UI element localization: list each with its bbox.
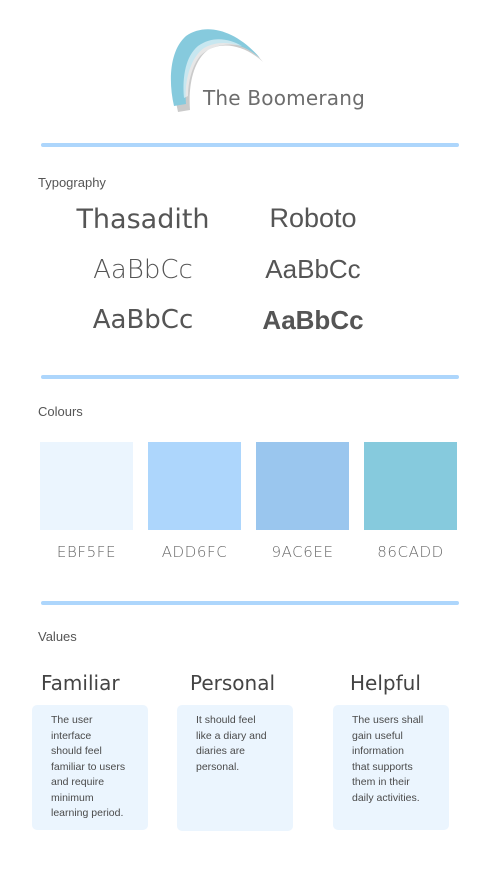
font-sample-roboto-bold: AaBbCc: [262, 305, 364, 335]
font-sample-row: AaBbCc: [73, 305, 213, 335]
font-sample-row: AaBbCc: [243, 254, 383, 285]
card-line: daily activities.: [352, 791, 420, 804]
card-line: The users shall: [352, 714, 424, 726]
font-sample-row: AaBbCc: [73, 255, 213, 285]
colour-swatch: [148, 442, 241, 530]
boomerang-icon: [170, 29, 263, 112]
font-column-roboto: Roboto: [243, 203, 383, 234]
colour-swatch: [256, 442, 349, 530]
card-line: diaries are: [196, 745, 246, 757]
colour-hex-label: ADD6FC: [161, 543, 228, 561]
card-line: should feel: [51, 745, 102, 757]
card-line: information: [352, 745, 404, 757]
value-card-helpful: The users shall gain useful information …: [333, 705, 449, 830]
value-card-familiar: The user interface should feel familiar …: [32, 705, 148, 830]
value-title-helpful: Helpful: [350, 671, 421, 695]
card-line: interface: [51, 729, 92, 742]
font-sample-roboto-regular: AaBbCc: [265, 254, 361, 284]
font-name-thasadith: Thasadith: [76, 204, 210, 235]
card-line: like a diary and: [196, 729, 267, 742]
font-sample-row: AaBbCc: [243, 305, 383, 336]
section-divider: [41, 143, 459, 147]
brand-logo: The Boomerang: [168, 26, 368, 118]
card-line: familiar to users: [51, 760, 126, 773]
font-name-roboto: Roboto: [269, 203, 357, 233]
value-title-familiar: Familiar: [41, 671, 120, 695]
value-title-personal: Personal: [190, 671, 276, 695]
font-column-thasadith: Thasadith: [73, 204, 213, 235]
card-line: It should feel: [196, 714, 256, 726]
card-line: learning period.: [51, 807, 124, 819]
font-sample-thasadith-regular: AaBbCc: [92, 305, 194, 335]
card-line: and require: [51, 776, 105, 788]
colour-swatch: [364, 442, 457, 530]
card-line: minimum: [51, 791, 94, 804]
card-line: that supports: [352, 760, 413, 773]
values-heading: Values: [38, 629, 77, 644]
colour-hex-label: 86CADD: [377, 543, 444, 561]
card-line: them in their: [352, 776, 410, 788]
colour-hex-label: EBF5FE: [56, 543, 117, 561]
colour-hex-label: 9AC6EE: [271, 543, 334, 561]
colours-heading: Colours: [38, 404, 83, 419]
section-divider: [41, 601, 459, 605]
card-line: gain useful: [352, 729, 403, 742]
card-line: personal.: [196, 760, 240, 773]
value-card-personal: It should feel like a diary and diaries …: [177, 705, 293, 831]
typography-heading: Typography: [38, 175, 106, 190]
font-sample-thasadith-light: AaBbCc: [93, 255, 193, 285]
card-line: The user: [51, 714, 93, 726]
section-divider: [41, 375, 459, 379]
logo-wordmark: The Boomerang: [203, 86, 365, 110]
colour-swatch: [40, 442, 133, 530]
